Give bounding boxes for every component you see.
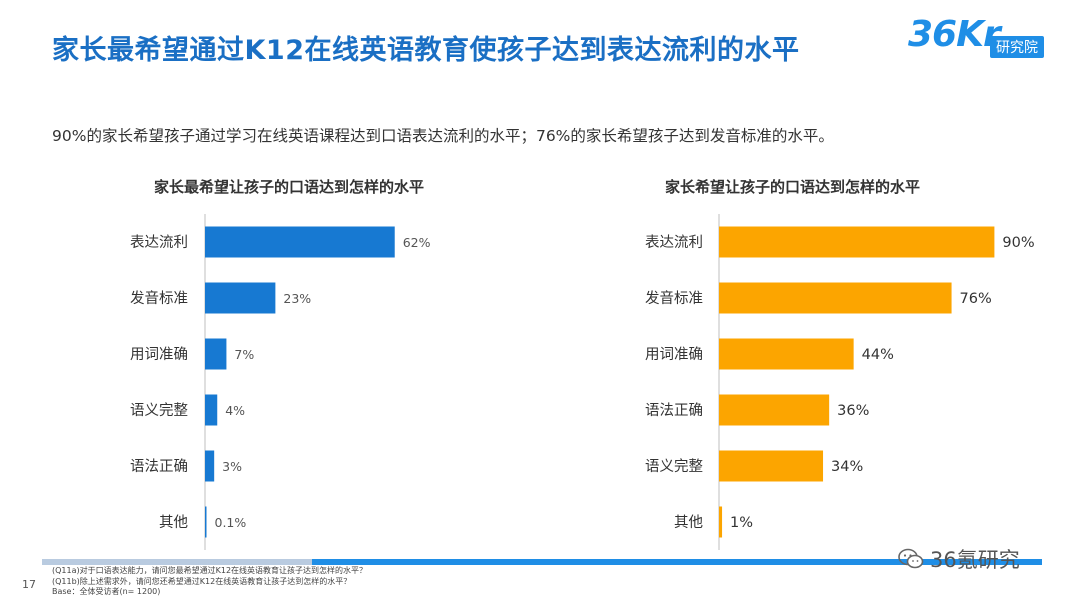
data-label: 23% [283, 291, 311, 306]
category-label: 语法正确 [645, 402, 703, 419]
category-label: 发音标准 [645, 290, 703, 307]
bar [205, 226, 395, 258]
left-bar-chart: 表达流利 62% 发音标准 23% 用词准确 7% 语义完整 4% 语法正确 3% 其他 0.1% [130, 214, 431, 550]
category-label: 表达流利 [130, 234, 188, 251]
bar [719, 338, 854, 370]
logo-tag: 研究院 [990, 36, 1044, 58]
bar [205, 338, 227, 370]
category-label: 用词准确 [130, 346, 188, 363]
category-label: 用词准确 [645, 346, 703, 363]
left-chart-title: 家长最希望让孩子的口语达到怎样的水平 [154, 178, 425, 196]
data-label: 62% [403, 235, 431, 250]
data-label: 76% [960, 291, 992, 307]
summary-text: 90%的家长希望孩子通过学习在线英语课程达到口语表达流利的水平；76%的家长希望… [52, 127, 834, 145]
data-label: 36% [837, 403, 869, 419]
footnotes: (Q11a)对于口语表达能力，请问您最希望通过K12在线英语教育让孩子达到怎样的… [52, 566, 367, 598]
page-number: 17 [22, 578, 36, 591]
wechat-icon [898, 548, 924, 569]
category-label: 发音标准 [130, 290, 188, 307]
bar [205, 450, 215, 482]
page-title: 家长最希望通过K12在线英语教育使孩子达到表达流利的水平 [52, 35, 800, 66]
footer-divider [42, 559, 1042, 565]
bar [719, 282, 952, 314]
data-label: 44% [862, 347, 894, 363]
data-label: 34% [831, 459, 863, 475]
bar [205, 506, 207, 538]
data-label: 4% [225, 403, 245, 418]
footnote-line: (Q11a)对于口语表达能力，请问您最希望通过K12在线英语教育让孩子达到怎样的… [52, 566, 368, 575]
category-label: 其他 [674, 514, 703, 531]
bar [719, 506, 723, 538]
bar [719, 450, 824, 482]
data-label: 7% [234, 347, 254, 362]
brand-logo: 36Kr 研究院 [908, 14, 1068, 64]
right-chart-title: 家长希望让孩子的口语达到怎样的水平 [665, 178, 921, 196]
data-label: 90% [1002, 235, 1034, 251]
category-label: 语义完整 [130, 402, 188, 419]
category-label: 其他 [159, 514, 188, 531]
bar [205, 394, 218, 426]
category-label: 语法正确 [130, 458, 188, 475]
category-label: 表达流利 [645, 234, 703, 251]
bar [719, 394, 830, 426]
data-label: 0.1% [215, 515, 247, 530]
footnote-line: Base：全体受访者(n= 1200) [52, 587, 161, 596]
category-label: 语义完整 [645, 458, 703, 475]
data-label: 1% [730, 515, 753, 531]
data-label: 3% [222, 459, 242, 474]
bar [205, 282, 276, 314]
watermark-text: 36氪研究 [930, 548, 1020, 572]
right-bar-chart: 表达流利 90% 发音标准 76% 用词准确 44% 语法正确 36% 语义完整 34% 其他 1% [645, 214, 1035, 550]
watermark: 36氪研究 [898, 544, 1020, 574]
bar [719, 226, 995, 258]
logo-mark: 36Kr [908, 14, 1001, 55]
footnote-line: (Q11b)除上述需求外，请问您还希望通过K12在线英语教育让孩子达到怎样的水平… [52, 576, 352, 586]
